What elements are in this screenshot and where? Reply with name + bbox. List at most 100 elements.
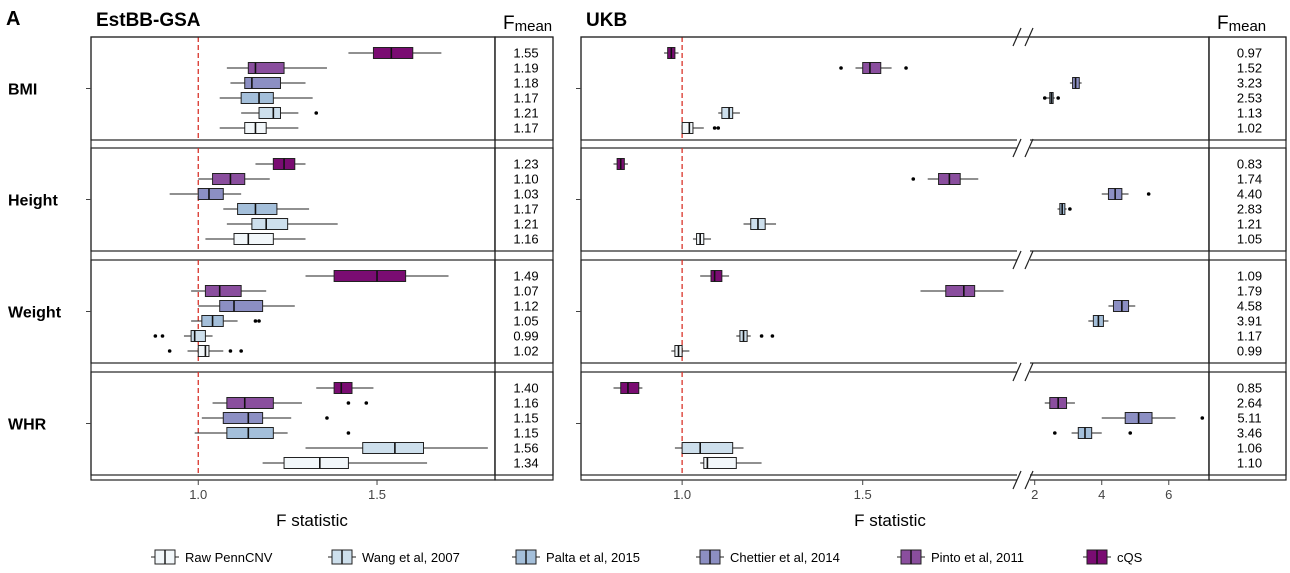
fmean-value: 1.15 — [513, 411, 538, 426]
fmean-value: 1.16 — [513, 396, 538, 411]
outlier-point — [759, 334, 764, 338]
fmean-value: 1.17 — [513, 121, 538, 136]
box-body — [237, 203, 278, 215]
box-chettier-et-al-2014-whr — [201, 412, 329, 424]
axis-break-mark — [1012, 138, 1022, 158]
box-body — [233, 233, 274, 245]
fmean-value: 1.23 — [513, 157, 538, 172]
box-pinto-et-al-2011-whr — [212, 397, 369, 409]
plot-frame — [580, 259, 1210, 364]
outlier-point — [346, 401, 351, 405]
x-tick-label: 1.0 — [189, 487, 207, 502]
fmean-value: 3.23 — [1237, 76, 1262, 91]
fmean-header-main: F — [1217, 13, 1229, 34]
box-chettier-et-al-2014-whr — [1101, 412, 1205, 424]
fmean-value: 2.64 — [1237, 396, 1262, 411]
fmean-value: 1.10 — [1237, 456, 1262, 471]
fmean-frame — [494, 36, 554, 141]
outlier-point — [1146, 192, 1151, 196]
box-pinto-et-al-2011-height — [911, 173, 979, 185]
fmean-value: 0.99 — [1237, 344, 1262, 359]
box-body — [703, 457, 737, 469]
legend-item-wang-et-al-2007: Wang et al, 2007 — [328, 549, 460, 565]
box-palta-et-al-2015-height — [223, 203, 310, 215]
box-wang-et-al-2007-whr — [305, 442, 488, 454]
box-pinto-et-al-2011-height — [198, 173, 270, 185]
outlier-point — [770, 334, 775, 338]
fmean-value: 1.49 — [513, 269, 538, 284]
fmean-frame — [1208, 259, 1287, 364]
box-pinto-et-al-2011-whr — [1044, 397, 1075, 409]
fmean-value: 1.40 — [513, 381, 538, 396]
outlier-point — [364, 401, 369, 405]
box-cqs-height — [255, 158, 306, 170]
fmean-value: 1.03 — [513, 187, 538, 202]
box-body — [251, 218, 289, 230]
row-height: 1.231.101.031.171.211.16 — [90, 147, 554, 252]
box-palta-et-al-2015-whr — [1053, 427, 1133, 439]
row-bmi: 1.551.191.181.171.211.17 — [90, 36, 554, 141]
fmean-value: 1.21 — [1237, 217, 1262, 232]
fmean-value: 0.99 — [513, 329, 538, 344]
fmean-value: 1.21 — [513, 217, 538, 232]
box-body — [283, 457, 349, 469]
box-wang-et-al-2007-bmi — [241, 107, 319, 119]
axis-break-mark — [1024, 470, 1034, 490]
fmean-value: 1.17 — [513, 202, 538, 217]
outlier-point — [1068, 207, 1072, 211]
fmean-header: Fmean — [1217, 13, 1266, 35]
fmean-value: 4.40 — [1237, 187, 1262, 202]
fmean-frame — [494, 259, 554, 364]
fmean-value: 1.74 — [1237, 172, 1262, 187]
box-raw-penncnv-weight — [671, 345, 690, 357]
plot-frame — [90, 259, 496, 364]
legend-label: Pinto et al, 2011 — [931, 550, 1024, 565]
row-weight: 1.491.071.121.050.991.02 — [90, 259, 554, 364]
box-chettier-et-al-2014-height — [1101, 188, 1151, 200]
fmean-header-sub: mean — [515, 18, 553, 35]
box-pinto-et-al-2011-bmi — [839, 62, 908, 74]
axis-break-mark — [1012, 470, 1022, 490]
box-body — [333, 270, 407, 282]
legend-label: Palta et al, 2015 — [546, 550, 640, 565]
fmean-value: 1.34 — [513, 456, 538, 471]
box-wang-et-al-2007-bmi — [718, 107, 740, 119]
outlier-point — [325, 416, 329, 420]
outlier-point — [228, 349, 233, 353]
fmean-value: 1.13 — [1237, 106, 1262, 121]
box-palta-et-al-2015-weight — [1088, 315, 1109, 327]
box-chettier-et-al-2014-weight — [198, 300, 295, 312]
fmean-value: 1.19 — [513, 61, 538, 76]
box-raw-penncnv-height — [205, 233, 306, 245]
fmean-value: 1.17 — [513, 91, 538, 106]
box-palta-et-al-2015-height — [1057, 203, 1072, 215]
row-weight: 1.091.794.583.911.170.99 — [580, 248, 1287, 364]
outlier-point — [911, 177, 916, 181]
box-body — [620, 382, 640, 394]
box-cqs-weight — [305, 270, 449, 282]
outlier-point — [1053, 431, 1057, 435]
fmean-value: 1.16 — [513, 232, 538, 247]
outlier-point — [712, 126, 717, 130]
fmean-header-main: F — [503, 13, 515, 34]
row-height: 0.831.744.402.831.211.05 — [580, 136, 1287, 252]
box-raw-penncnv-bmi — [219, 122, 299, 134]
fmean-outline — [494, 36, 554, 481]
outlier-point — [346, 431, 351, 435]
box-body — [219, 300, 264, 312]
axis-break-mark — [1012, 250, 1022, 270]
x-tick-label: 4 — [1098, 487, 1105, 502]
ukb-panel: UKB Fmean0.971.523.232.531.131.020.831.74… — [576, 10, 1287, 530]
outlier-point — [239, 349, 243, 353]
axis-break-mark — [1024, 138, 1034, 158]
legend-label: Chettier et al, 2014 — [730, 550, 840, 565]
trait-label-weight: Weight — [8, 305, 62, 322]
row-bmi: 0.971.523.232.531.131.02 — [580, 25, 1287, 141]
box-chettier-et-al-2014-weight — [1108, 300, 1136, 312]
box-raw-penncnv-whr — [700, 457, 762, 469]
fmean-value: 2.53 — [1237, 91, 1262, 106]
outlier-point — [839, 66, 843, 70]
fmean-value: 1.52 — [1237, 61, 1262, 76]
plot-frame — [580, 371, 1210, 476]
